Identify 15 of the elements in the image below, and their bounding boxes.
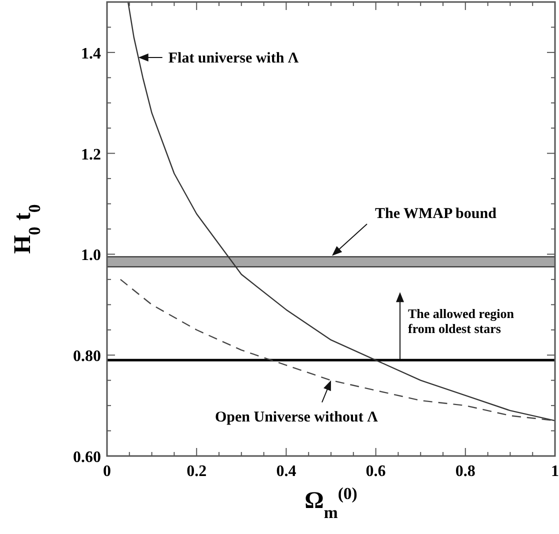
x-tick-label: 0 — [103, 463, 111, 480]
y-tick-label: 1.2 — [81, 146, 101, 164]
annotation: Open Universe without Λ — [215, 409, 378, 426]
y-tick-label: 1.4 — [81, 45, 101, 62]
y-tick-label: 0.80 — [73, 348, 101, 366]
x-tick-label: 0.4 — [276, 463, 296, 480]
ref-line-label: The allowed region from oldest stars — [408, 306, 515, 336]
x-tick-label: 0.6 — [366, 463, 386, 480]
y-tick-label: 1.0 — [81, 247, 101, 264]
x-tick-label: 0.8 — [455, 463, 476, 480]
annotation: Flat universe with Λ — [168, 50, 299, 66]
x-tick-label: 1 — [551, 463, 559, 480]
x-tick-label: 0.2 — [186, 463, 207, 480]
y-tick-label: 0.60 — [73, 449, 101, 466]
band-label: The WMAP bound — [375, 206, 498, 222]
